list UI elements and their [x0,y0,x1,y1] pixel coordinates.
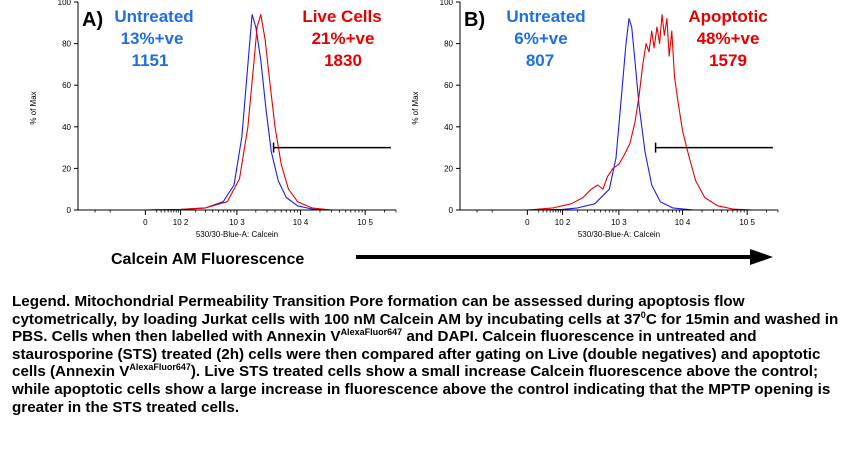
panel-a-xlabel: 530/30-Blue-A: Calcein [196,230,278,239]
y-tick-label: 40 [62,123,71,132]
legend-text-1: Legend. Mitochondrial Permeability Trans… [12,293,745,328]
panel-b-apoptotic-annotation: Apoptotic 48%+ve 1579 [688,7,767,70]
mfi-label: 1151 [132,51,169,70]
series-name-label: Apoptotic [688,7,767,26]
y-tick-label: 80 [62,40,71,49]
x-tick-label: 10 3 [611,218,627,227]
panel-a-ylabel: % of Max [29,91,38,124]
series-name-label: Untreated [114,7,193,26]
panel-b-ylabel: % of Max [411,91,420,124]
panel-b-untreated-annotation: Untreated 6%+ve 807 [506,7,585,70]
x-tick-label: 0 [143,218,148,227]
x-tick-label: 10 5 [739,218,755,227]
legend-text-2: C for 15min and washed in PBS. Cells whe… [12,310,839,346]
mfi-label: 807 [526,51,554,70]
legend-superscript-fluor-1: AlexaFluor647 [340,327,403,338]
y-tick-label: 60 [62,81,71,90]
y-tick-label: 100 [440,0,454,7]
mfi-label: 1579 [709,51,747,70]
series-name-label: Live Cells [302,7,381,26]
x-tick-label: 10 5 [357,218,373,227]
histogram-line-untreated [145,13,332,211]
legend-superscript-fluor-2: AlexaFluor647 [129,362,191,373]
y-tick-label: 100 [58,0,72,7]
legend-text-3: and DAPI. Calcein fluorescence in untrea… [12,328,821,381]
histogram-line-apoptotic [527,13,753,211]
panel-a-histogram: 0 20 40 60 80 100 0 10 2 10 3 10 4 10 5 A) % of M… [29,0,397,239]
series-name-label: Untreated [506,7,585,26]
percent-positive-label: 13%+ve [121,29,184,48]
y-tick-label: 80 [444,40,453,49]
panel-a-live-annotation: Live Cells 21%+ve 1830 [302,7,381,70]
x-tick-label: 10 4 [675,218,691,227]
y-tick-label: 20 [62,164,71,173]
panel-a-untreated-annotation: Untreated 13%+ve 1151 [114,7,193,70]
percent-positive-label: 21%+ve [312,29,375,48]
mfi-label: 1830 [324,51,362,70]
arrow-icon [356,249,773,265]
x-tick-label: 10 3 [229,218,245,227]
y-tick-label: 0 [449,206,454,215]
y-tick-label: 20 [444,164,453,173]
x-tick-label: 10 2 [555,218,571,227]
x-tick-label: 10 4 [293,218,309,227]
panel-a-label: A) [82,9,103,31]
legend-superscript-degree: 0 [640,309,646,320]
histogram-line-untreated [527,18,694,211]
legend-text-4: ). Live STS treated cells show a small i… [12,363,831,416]
percent-positive-label: 48%+ve [697,29,760,48]
y-tick-label: 0 [67,206,72,215]
panel-b-xlabel: 530/30-Blue-A: Calcein [578,230,660,239]
x-tick-label: 10 2 [173,218,189,227]
percent-positive-label: 6%+ve [514,29,567,48]
x-tick-label: 0 [525,218,530,227]
panel-b-histogram: 0 20 40 60 80 100 0 10 2 10 3 10 4 10 5 B) % of M… [411,0,779,239]
axis-caption: Calcein AM Fluorescence [111,251,304,268]
figure-legend: Legend. Mitochondrial Permeability Trans… [12,293,842,416]
panel-b-label: B) [464,9,485,31]
y-tick-label: 40 [444,123,453,132]
histogram-line-live-cells [145,13,332,211]
y-tick-label: 60 [444,81,453,90]
